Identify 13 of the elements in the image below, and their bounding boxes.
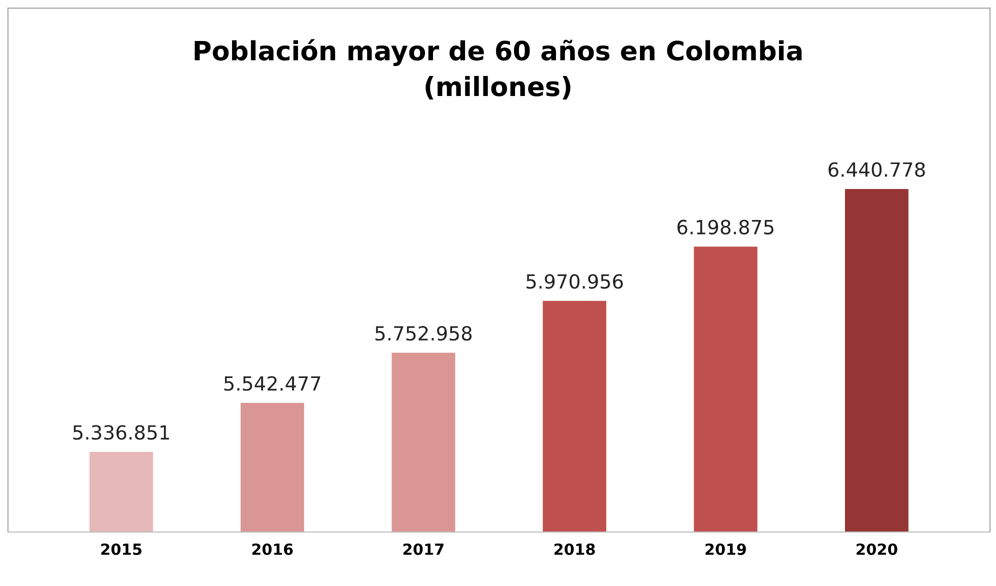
x-tick-label: 2019 [706,543,746,556]
data-label: 5.970.956 [526,274,623,289]
x-tick-label: 2020 [856,543,898,556]
data-label: 6.440.778 [828,162,925,177]
data-label: 5.752.958 [375,326,472,341]
text: Población mayor de 60 años en Colombia (millones) [194,39,802,100]
data-label: 5.542.477 [224,376,320,391]
data-label: 6.198.875 [678,220,774,234]
x-tick-label: 2015 [101,543,142,556]
x-tick-label: 2017 [403,543,444,556]
x-tick-label: 2018 [554,543,595,556]
data-label: 5.336.851 [73,425,169,440]
x-tick-label: 2016 [252,543,293,556]
